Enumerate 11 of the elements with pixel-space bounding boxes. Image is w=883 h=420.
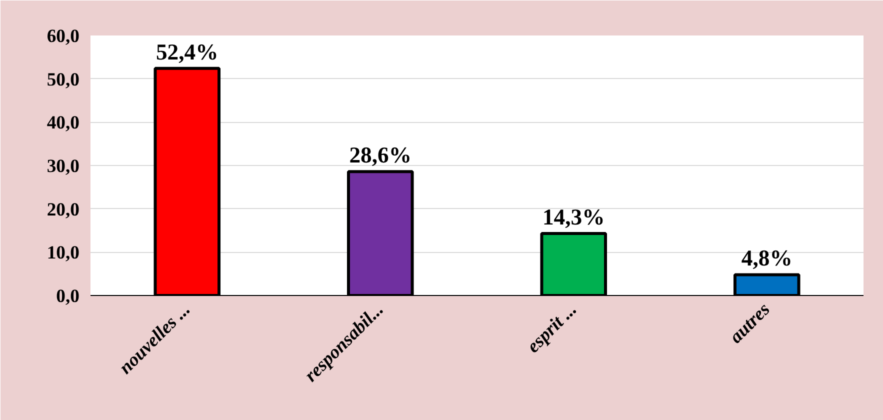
data-label: 52,4%: [156, 39, 218, 64]
data-label: 28,6%: [349, 142, 412, 168]
y-tick-label: 30,0: [46, 156, 80, 177]
y-tick-label: 0,0: [56, 286, 80, 307]
y-tick-label: 50,0: [46, 69, 80, 90]
y-tick-label: 10,0: [46, 242, 80, 264]
data-label: 4,8%: [741, 246, 792, 271]
y-tick-label: 20,0: [46, 199, 80, 220]
y-tick-label: 60,0: [46, 26, 80, 47]
y-tick-label: 40,0: [46, 112, 80, 134]
data-label: 14,3%: [542, 204, 605, 230]
